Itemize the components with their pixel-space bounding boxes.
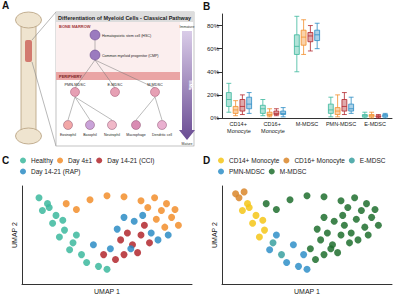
svg-text:60%: 60% [207, 46, 220, 52]
svg-text:80%: 80% [207, 23, 220, 29]
svg-text:Macrophage: Macrophage [126, 133, 146, 137]
svg-text:Eosinophil: Eosinophil [60, 133, 76, 137]
svg-text:40%: 40% [207, 69, 220, 75]
svg-text:E-MDSC: E-MDSC [360, 157, 386, 164]
svg-text:UMAP 2: UMAP 2 [11, 222, 18, 248]
svg-text:Common myeloid progenitor (CMP: Common myeloid progenitor (CMP) [102, 54, 159, 58]
svg-text:CD16+: CD16+ [264, 121, 283, 127]
svg-text:Monocyte: Monocyte [261, 128, 285, 134]
svg-text:PMN-MDSC: PMN-MDSC [65, 83, 86, 87]
svg-text:D: D [203, 155, 210, 166]
svg-text:Day 4±1: Day 4±1 [68, 157, 93, 165]
svg-text:CD14+: CD14+ [230, 121, 249, 127]
svg-text:TIME: TIME [188, 80, 193, 91]
svg-text:Dendritic cell: Dendritic cell [152, 133, 172, 137]
svg-text:CD14+ Monocyte: CD14+ Monocyte [229, 157, 280, 165]
svg-text:Healthy: Healthy [31, 157, 54, 165]
svg-text:M-MDSC: M-MDSC [280, 168, 307, 175]
svg-text:Immature: Immature [180, 25, 195, 29]
svg-text:Neutrophil: Neutrophil [104, 133, 120, 137]
svg-text:A: A [2, 0, 9, 11]
svg-text:Day 14-21 (RAP): Day 14-21 (RAP) [31, 168, 81, 176]
svg-text:PMN-MDSC: PMN-MDSC [326, 121, 356, 127]
svg-text:M-MDSC: M-MDSC [296, 121, 319, 127]
svg-text:UMAP 2: UMAP 2 [211, 222, 218, 248]
svg-text:UMAP 1: UMAP 1 [94, 288, 120, 295]
svg-text:E-MDSC: E-MDSC [364, 121, 386, 127]
svg-text:C: C [2, 155, 9, 166]
svg-text:B: B [203, 1, 210, 12]
svg-text:CD16+ Monocyte: CD16+ Monocyte [294, 157, 345, 165]
svg-text:UMAP 1: UMAP 1 [294, 288, 320, 295]
svg-text:0%: 0% [210, 115, 219, 121]
svg-text:Hematopoietic stem cell (HSC): Hematopoietic stem cell (HSC) [102, 34, 151, 38]
svg-text:M-MDSC: M-MDSC [147, 83, 163, 87]
svg-text:E-MDSC: E-MDSC [108, 83, 123, 87]
svg-text:PERIPHERY: PERIPHERY [59, 74, 82, 79]
svg-text:PMN-MDSC: PMN-MDSC [229, 168, 265, 175]
svg-text:Mature: Mature [182, 142, 193, 146]
svg-text:Basophil: Basophil [83, 133, 97, 137]
svg-text:20%: 20% [207, 92, 220, 98]
svg-text:Monocyte: Monocyte [227, 128, 251, 134]
svg-text:Day 14-21 (CCI): Day 14-21 (CCI) [107, 157, 154, 165]
svg-text:BONE MARROW: BONE MARROW [59, 24, 91, 29]
svg-text:Differentiation of Myeloid Cel: Differentiation of Myeloid Cells - Class… [58, 16, 192, 21]
